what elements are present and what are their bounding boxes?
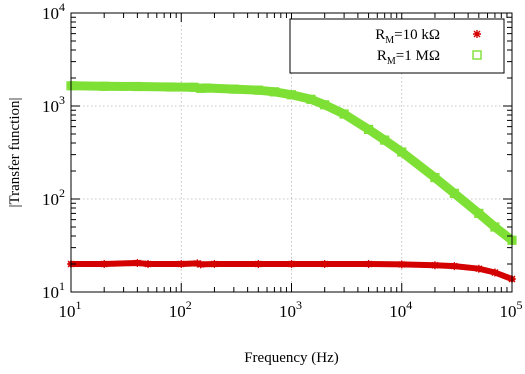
data-point [474,208,484,219]
legend-marker [472,50,482,60]
data-point [320,260,329,269]
series-2 [66,81,517,245]
series-line [66,81,517,245]
x-tick-label: 105 [500,298,523,321]
data-point [339,109,349,119]
legend-label: RM=1 MΩ [377,48,440,67]
data-point [196,83,206,93]
legend-box [289,18,505,74]
data-point [474,264,483,273]
data-point [189,82,199,92]
data-point [100,260,109,269]
y-axis-label: |Transfer function| [7,97,23,207]
x-tick-label: 103 [279,298,302,321]
data-point [132,81,142,92]
x-tick-label: 101 [59,298,82,321]
data-point [287,260,296,269]
data-point [363,124,374,135]
data-point [202,83,212,93]
data-point [397,260,406,269]
x-axis-label: Frequency (Hz) [244,350,339,366]
y-tick-labels: 101 102 103 104 [42,0,65,302]
legend-marker [473,30,481,38]
y-tick-label: 102 [42,186,65,209]
y-tick-label: 104 [42,0,65,23]
data-point [133,259,142,268]
series-1 [67,259,516,283]
data-point [165,82,176,92]
data-point [306,94,316,104]
data-point [320,100,330,110]
data-series [66,81,517,283]
data-point [430,261,439,270]
data-point [450,262,459,271]
data-point [397,147,407,157]
data-point [177,260,186,269]
data-point [380,135,390,145]
legend-label: RM=10 kΩ [375,27,440,46]
data-point [254,260,263,269]
data-point [286,90,297,100]
data-point [229,84,239,94]
x-tick-label: 102 [169,298,192,321]
y-tick-label: 101 [42,279,65,302]
x-tick-labels: 101 102 103 104 105 [59,298,523,321]
data-point [99,81,109,91]
x-tick-label: 104 [389,298,412,321]
data-point [490,268,499,277]
data-point [144,260,153,269]
data-point [253,85,263,95]
data-point [490,222,500,232]
data-point [193,259,202,268]
data-point [269,87,280,97]
data-point [449,188,459,198]
data-point [364,260,373,269]
data-point [196,260,205,269]
data-point [430,172,440,183]
legend: RM=10 kΩ RM=1 MΩ [289,18,505,74]
data-point [210,260,219,269]
y-tick-label: 103 [42,93,65,116]
axis-ticks [70,13,513,293]
